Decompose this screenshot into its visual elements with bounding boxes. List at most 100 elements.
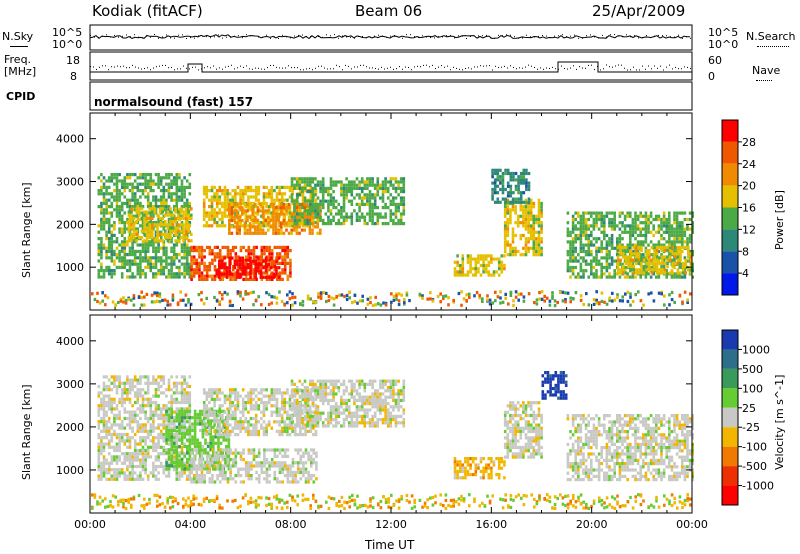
heatmap-cell: [358, 193, 361, 197]
heatmap-cell: [287, 202, 291, 207]
ground-scatter-cell: [371, 303, 375, 307]
heatmap-cell: [634, 237, 637, 241]
heatmap-cell: [263, 271, 266, 275]
ground-scatter-cell: [663, 294, 666, 298]
ground-scatter-cell: [598, 302, 601, 306]
heatmap-cell: [371, 193, 374, 197]
heatmap-cell: [647, 214, 650, 218]
heatmap-cell: [527, 187, 531, 192]
heatmap-cell: [102, 400, 106, 405]
nave-dot: [423, 64, 424, 66]
heatmap-cell: [493, 178, 497, 182]
heatmap-cell: [501, 197, 505, 201]
heatmap-cell: [159, 182, 163, 186]
heatmap-cell: [213, 252, 217, 256]
heatmap-cell: [522, 253, 525, 257]
ground-scatter-cell: [187, 300, 190, 304]
heatmap-cell: [218, 224, 222, 228]
heatmap-cell: [376, 212, 380, 216]
heatmap-cell: [399, 186, 403, 190]
heatmap-cell: [600, 221, 603, 225]
heatmap-cell: [376, 190, 380, 194]
heatmap-cell: [683, 269, 687, 273]
heatmap-cell: [512, 197, 515, 201]
heatmap-cell: [107, 272, 111, 276]
heatmap-cell: [200, 271, 204, 275]
heatmap-cell: [688, 227, 692, 231]
heatmap-cell: [402, 202, 406, 206]
heatmap-cell: [265, 195, 268, 199]
heatmap-cell: [600, 275, 603, 279]
noise-search-dot: [246, 34, 247, 36]
ground-scatter-cell: [647, 292, 650, 296]
heatmap-cell: [264, 256, 268, 260]
heatmap-cell: [223, 266, 226, 270]
heatmap-cell: [205, 277, 209, 281]
heatmap-cell: [293, 199, 296, 203]
heatmap-cell: [246, 272, 250, 276]
ground-scatter-cell: [566, 291, 570, 295]
heatmap-cell: [136, 474, 140, 478]
heatmap-cell: [198, 249, 201, 253]
heatmap-cell: [167, 182, 171, 186]
ground-scatter-cell: [322, 291, 325, 295]
heatmap-cell: [342, 218, 346, 222]
heatmap-cell: [146, 384, 150, 389]
heatmap-cell: [102, 461, 106, 465]
nave-dot: [189, 68, 190, 70]
heatmap-cell: [280, 206, 283, 210]
ground-scatter-cell: [405, 293, 409, 297]
nave-dot: [165, 65, 166, 66]
heatmap-cell: [295, 215, 299, 219]
nave-dot: [471, 68, 472, 70]
heatmap-cell: [162, 471, 166, 475]
heatmap-cell: [574, 217, 577, 222]
heatmap-cell: [211, 249, 214, 253]
heatmap-cell: [102, 217, 106, 221]
heatmap-cell: [616, 249, 620, 253]
heatmap-cell: [202, 185, 206, 189]
heatmap-cell: [127, 223, 131, 227]
heatmap-cell: [497, 273, 501, 277]
heatmap-cell: [255, 255, 258, 259]
heatmap-cell: [178, 189, 181, 193]
heatmap-cell: [190, 245, 193, 249]
heatmap-cell: [527, 224, 530, 228]
heatmap-cell: [243, 231, 247, 235]
heatmap-cell: [675, 214, 679, 218]
ground-scatter-cell: [106, 296, 110, 300]
heatmap-cell: [524, 211, 528, 215]
ground-scatter-cell: [551, 291, 554, 295]
heatmap-cell: [590, 224, 593, 228]
heatmap-cell: [491, 194, 494, 198]
heatmap-cell: [132, 216, 136, 220]
heatmap-cell: [136, 185, 140, 189]
heatmap-cell: [640, 265, 643, 269]
heatmap-cell: [139, 195, 142, 199]
heatmap-cell: [185, 269, 189, 273]
heatmap-cell: [131, 474, 134, 478]
heatmap-cell: [259, 275, 263, 279]
heatmap-cell: [257, 221, 261, 225]
heatmap-cell: [123, 455, 127, 459]
heatmap-cell: [519, 205, 523, 209]
heatmap-cell: [120, 182, 124, 186]
heatmap-cell: [149, 265, 153, 269]
heatmap-cell: [673, 217, 676, 222]
heatmap-cell: [496, 197, 500, 201]
heatmap-cell: [675, 224, 679, 228]
heatmap-cell: [600, 230, 603, 234]
heatmap-cell: [223, 256, 226, 260]
noise-search-dot: [266, 34, 267, 36]
heatmap-cell: [102, 211, 106, 215]
heatmap-cell: [676, 258, 680, 262]
heatmap-cell: [133, 439, 137, 443]
heatmap-cell: [139, 378, 142, 382]
heatmap-cell: [123, 253, 127, 257]
heatmap-cell: [313, 225, 317, 229]
heatmap-cell: [272, 215, 275, 219]
heatmap-cell: [574, 275, 577, 279]
heatmap-cell: [582, 217, 585, 222]
heatmap-cell: [159, 272, 163, 276]
heatmap-cell: [595, 246, 598, 250]
